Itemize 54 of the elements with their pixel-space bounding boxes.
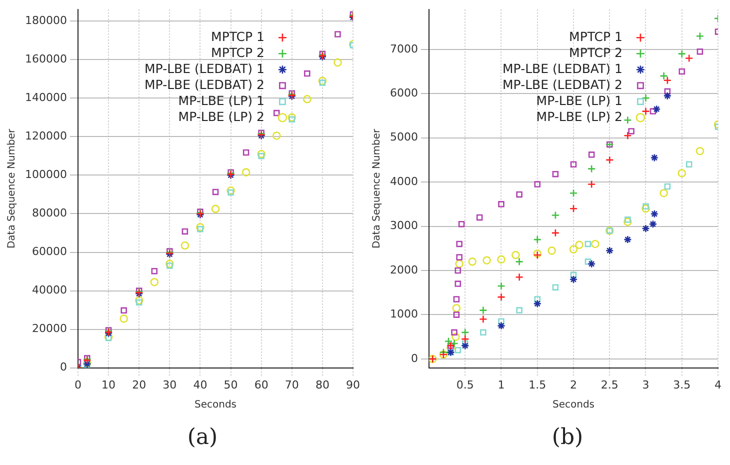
- x-tick-label: 90: [346, 378, 360, 392]
- x-tick-label: 40: [193, 378, 208, 392]
- legend-label: MPTCP 1: [569, 28, 622, 44]
- legend-label: MP-LBE (LP) 2: [178, 108, 264, 124]
- y-tick-label: 2000: [390, 263, 418, 276]
- y-axis-title: Data Sequence Number: [372, 128, 383, 249]
- legend-label: MP-LBE (LP) 1: [536, 92, 622, 108]
- y-tick-label: 100000: [24, 168, 67, 182]
- x-tick-label: 3: [642, 378, 650, 392]
- x-tick-label: 30: [162, 378, 177, 392]
- legend-label: MP-LBE (LEDBAT) 1: [502, 60, 622, 76]
- x-tick-label: 60: [254, 378, 268, 392]
- legend-label: MP-LBE (LEDBAT) 2: [144, 76, 264, 92]
- legend-label: MPTCP 1: [211, 28, 264, 44]
- x-axis-title: Seconds: [552, 400, 595, 411]
- legend-label: MPTCP 2: [211, 44, 264, 60]
- y-tick-label: 0: [410, 352, 418, 365]
- x-tick-label: 3.5: [673, 378, 691, 392]
- y-tick-label: 40000: [32, 284, 67, 297]
- y-tick-label: 160000: [24, 52, 67, 66]
- x-tick-label: 2: [570, 378, 577, 392]
- y-tick-label: 20000: [32, 322, 67, 336]
- y-tick-label: 80000: [32, 206, 67, 220]
- legend-label: MP-LBE (LP) 2: [536, 108, 622, 124]
- y-tick-label: 1000: [390, 308, 418, 321]
- y-tick-label: 6000: [390, 86, 418, 100]
- x-tick-label: 10: [102, 378, 116, 392]
- y-tick-label: 5000: [390, 130, 418, 144]
- y-tick-label: 0: [60, 360, 67, 374]
- y-tick-label: 4000: [390, 174, 418, 188]
- x-tick-label: 2.5: [600, 378, 618, 392]
- legend-label: MP-LBE (LEDBAT) 2: [502, 76, 622, 92]
- y-tick-label: 120000: [24, 130, 67, 143]
- y-axis-title: Data Sequence Number: [6, 128, 18, 249]
- x-tick-label: 80: [315, 378, 330, 392]
- x-tick-label: 50: [224, 378, 238, 392]
- y-tick-label: 140000: [24, 91, 67, 104]
- y-tick-label: 60000: [32, 245, 67, 258]
- legend-label: MP-LBE (LEDBAT) 1: [144, 60, 264, 76]
- x-tick-label: 20: [132, 378, 146, 392]
- x-axis-title: Seconds: [194, 400, 237, 411]
- x-tick-label: 0.5: [456, 378, 474, 392]
- y-tick-label: 3000: [390, 219, 418, 232]
- x-tick-label: 1: [498, 378, 505, 392]
- x-tick-label: 0: [74, 378, 82, 392]
- legend-label: MPTCP 2: [569, 44, 622, 60]
- legend-label: MP-LBE (LP) 1: [178, 92, 264, 108]
- x-tick-label: 4: [714, 378, 722, 392]
- x-tick-label: 70: [284, 378, 299, 392]
- text: (a): [186, 425, 219, 450]
- y-tick-label: 7000: [390, 42, 418, 56]
- y-tick-label: 180000: [24, 14, 67, 28]
- text: (b): [550, 425, 584, 450]
- x-tick-label: 1.5: [528, 378, 546, 392]
